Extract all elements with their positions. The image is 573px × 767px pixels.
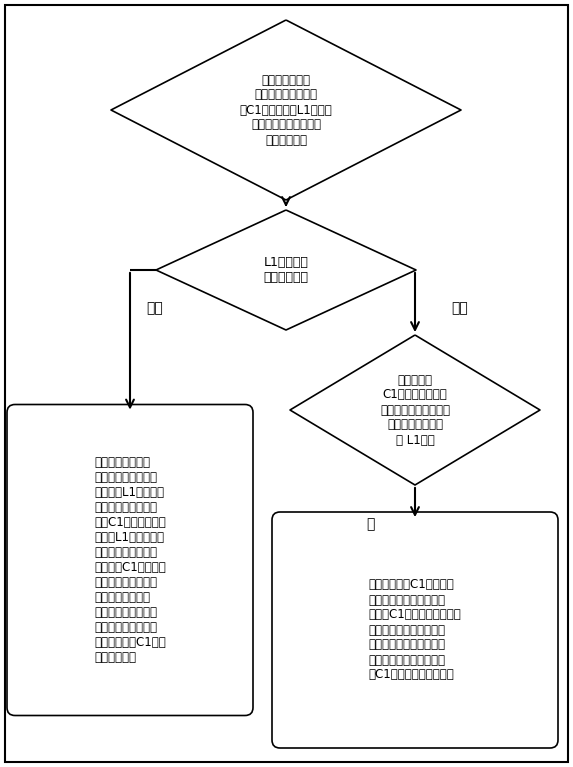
Text: L1的改变是
新增还是减少: L1的改变是 新增还是减少: [264, 256, 308, 284]
Text: 将互联网用户C1从该通信
群组中删除，或者将互联
网用户C1的标签变化情况通
知通信群组发起人所在的
客户端，由通信群组发起
人确认后，再将互联网用
户C1从该: 将互联网用户C1从该通信 群组中删除，或者将互联 网用户C1的标签变化情况通 知…: [368, 578, 461, 682]
Text: 是: 是: [366, 517, 374, 531]
FancyBboxPatch shape: [272, 512, 558, 748]
FancyBboxPatch shape: [7, 404, 253, 716]
Text: 标签服务系统增
加或减少了互联网用
户C1的分类标签L1，改变
的结果通知纠察服务系
统或纠察单元: 标签服务系统增 加或减少了互联网用 户C1的分类标签L1，改变 的结果通知纠察服…: [240, 74, 332, 146]
Text: 新增: 新增: [147, 301, 163, 315]
Text: 减少: 减少: [452, 301, 468, 315]
Text: 纠察服务系统或纠
察单元分别查询基于
分类标签L1所创建的
通信群组，将互联网
用户C1加入到基于分
类标签L1所创建的通
信群组中，或者将互
联网用户C1的标: 纠察服务系统或纠 察单元分别查询基于 分类标签L1所创建的 通信群组，将互联网 …: [94, 456, 166, 664]
Text: 互联网用户
C1所参与的每一个
通信群组创建时的群组
标签是否与分类标
签 L1相同: 互联网用户 C1所参与的每一个 通信群组创建时的群组 标签是否与分类标 签 L1…: [380, 374, 450, 446]
